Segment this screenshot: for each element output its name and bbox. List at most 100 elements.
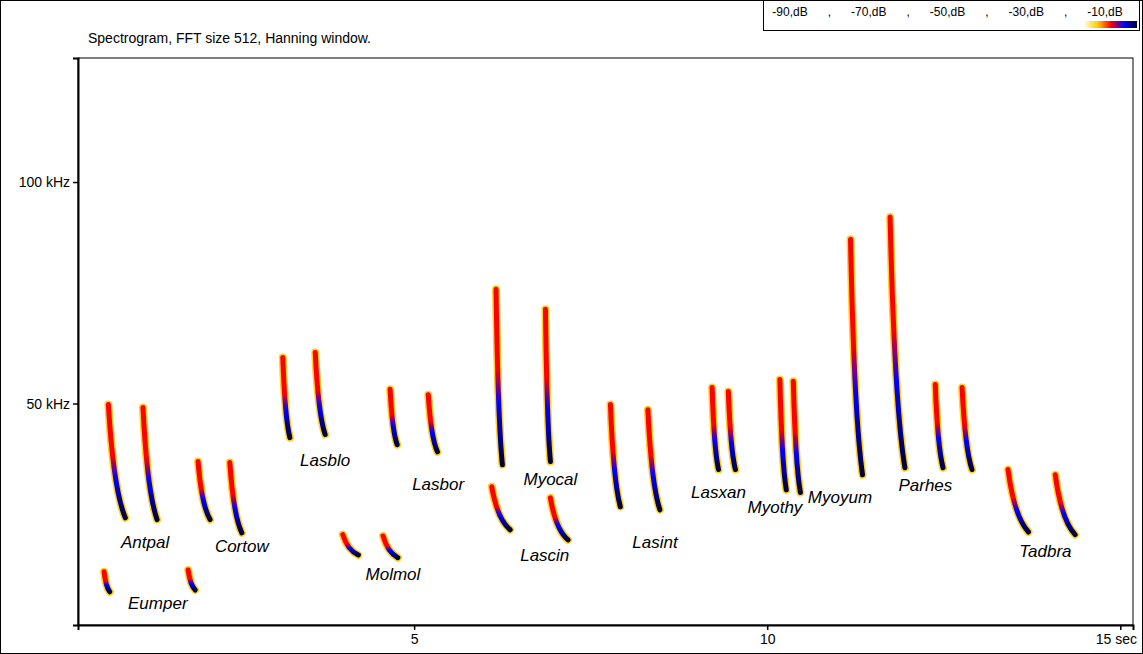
call-halo <box>390 389 397 444</box>
call-halo <box>793 381 800 492</box>
species-label: Antpal <box>120 533 170 552</box>
species-label: Molmol <box>366 565 422 584</box>
call <box>793 381 800 492</box>
colorbar-label: -10,dB <box>1087 5 1122 19</box>
call <box>1055 475 1075 535</box>
call <box>198 462 210 520</box>
call-halo <box>610 404 620 506</box>
call <box>283 357 290 437</box>
page-border <box>1 1 1143 654</box>
call <box>851 239 863 475</box>
y-tick-mark <box>73 403 78 405</box>
call-halo <box>283 357 290 437</box>
species-label: Myoyum <box>808 488 872 507</box>
call-halo <box>188 570 195 590</box>
call <box>104 572 110 592</box>
call <box>143 408 157 520</box>
call-halo <box>780 380 786 490</box>
colorbar-separator: , <box>1064 5 1067 19</box>
call-halo <box>143 408 157 520</box>
call-halo <box>935 384 943 467</box>
species-labels: AntpalEumperCortowLasbloMolmolLasborMyoc… <box>120 451 1072 614</box>
call-halo <box>496 289 502 464</box>
call-halo <box>1055 475 1075 535</box>
call <box>648 410 660 510</box>
call-halo <box>108 404 125 517</box>
call <box>315 353 325 435</box>
x-tick-mark <box>414 625 416 630</box>
call-halo <box>492 487 510 530</box>
call <box>935 384 943 467</box>
x-tick-mark <box>767 625 769 630</box>
call-halo <box>230 462 242 532</box>
call-halo <box>315 353 325 435</box>
species-label: Parhes <box>898 476 952 495</box>
call-halo <box>1008 470 1028 532</box>
x-tick: 5 <box>411 625 419 647</box>
species-label: Lasxan <box>691 483 746 502</box>
call <box>962 388 972 470</box>
species-label: Lascin <box>520 546 569 565</box>
calls <box>104 217 1075 592</box>
x-tick-label: 15 sec <box>1096 631 1137 647</box>
x-tick: 15 sec <box>1096 625 1137 647</box>
call-halo <box>428 395 437 452</box>
call <box>428 395 437 452</box>
y-tick-mark <box>73 182 78 184</box>
colorbar-label: -90,dB <box>772 5 807 19</box>
colorbar-separator: , <box>985 5 988 19</box>
colorbar-label: -30,dB <box>1009 5 1044 19</box>
y-axis-line <box>73 59 79 626</box>
call <box>496 289 502 464</box>
colorbar: -90,dB, -70,dB, -50,dB, -30,dB, -10,dB <box>764 1 1140 31</box>
plot-frame <box>78 58 1133 625</box>
call <box>108 404 125 517</box>
chart: Spectrogram, FFT size 512, Hanning windo… <box>0 0 1143 654</box>
colorbar-gradient <box>1085 21 1137 28</box>
x-tick-label: 10 <box>760 631 776 647</box>
call <box>188 570 195 590</box>
call-halo <box>383 536 398 558</box>
y-tick: 100 kHz <box>19 174 78 190</box>
call <box>343 535 359 555</box>
title: Spectrogram, FFT size 512, Hanning windo… <box>88 30 371 46</box>
call-halo <box>962 388 972 470</box>
species-label: Lasbor <box>412 475 465 494</box>
call <box>1008 470 1028 532</box>
call <box>545 309 550 461</box>
x-tick-mark <box>1120 625 1122 630</box>
species-label: Eumper <box>128 594 189 613</box>
colorbar-separator: , <box>828 5 831 19</box>
call <box>230 462 242 532</box>
call-halo <box>728 392 735 470</box>
call-halo <box>648 410 660 510</box>
species-label: Tadbra <box>1019 542 1071 561</box>
x-tick: 10 <box>760 625 776 647</box>
call-halo <box>545 309 550 461</box>
species-label: Lasblo <box>300 451 350 470</box>
y-tick-label: 100 kHz <box>19 174 70 190</box>
call-halo <box>104 572 110 592</box>
call-halo <box>343 535 359 555</box>
call <box>610 404 620 506</box>
call-halo <box>198 462 210 520</box>
call <box>728 392 735 470</box>
call <box>550 498 568 540</box>
species-label: Lasint <box>632 533 679 552</box>
x-axis-line <box>79 626 1134 631</box>
y-tick-label: 50 kHz <box>26 395 70 411</box>
y-tick: 50 kHz <box>26 395 78 411</box>
colorbar-separator: , <box>906 5 909 19</box>
x-axis: 5 10 15 sec <box>79 625 1138 647</box>
colorbar-label: -50,dB <box>930 5 965 19</box>
call <box>780 380 786 490</box>
call <box>492 487 510 530</box>
call <box>383 536 398 558</box>
colorbar-label: -70,dB <box>851 5 886 19</box>
call-halo <box>851 239 863 475</box>
call <box>390 389 397 444</box>
call-halo <box>550 498 568 540</box>
colorbar-box <box>764 1 1140 31</box>
call-halo <box>890 217 905 468</box>
species-label: Myothy <box>748 498 804 517</box>
